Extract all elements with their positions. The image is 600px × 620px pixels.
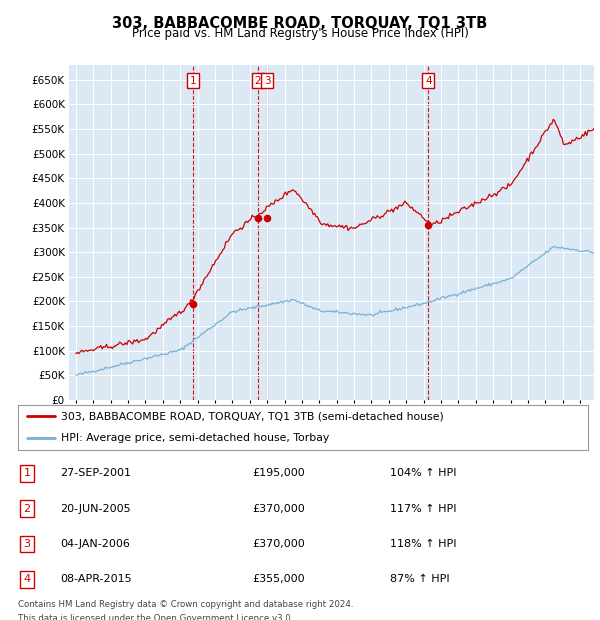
- Text: HPI: Average price, semi-detached house, Torbay: HPI: Average price, semi-detached house,…: [61, 433, 329, 443]
- Text: 2: 2: [254, 76, 261, 86]
- Text: 2: 2: [23, 503, 31, 514]
- Text: 4: 4: [23, 574, 31, 585]
- Text: 20-JUN-2005: 20-JUN-2005: [60, 503, 131, 514]
- Text: £370,000: £370,000: [252, 539, 305, 549]
- Text: 1: 1: [190, 76, 196, 86]
- Text: 08-APR-2015: 08-APR-2015: [60, 574, 131, 585]
- Text: 87% ↑ HPI: 87% ↑ HPI: [390, 574, 449, 585]
- Text: 4: 4: [425, 76, 431, 86]
- Text: £370,000: £370,000: [252, 503, 305, 514]
- Text: 104% ↑ HPI: 104% ↑ HPI: [390, 468, 457, 479]
- Text: Contains HM Land Registry data © Crown copyright and database right 2024.: Contains HM Land Registry data © Crown c…: [18, 600, 353, 609]
- Text: 3: 3: [264, 76, 271, 86]
- Text: 1: 1: [23, 468, 31, 479]
- Text: 303, BABBACOMBE ROAD, TORQUAY, TQ1 3TB: 303, BABBACOMBE ROAD, TORQUAY, TQ1 3TB: [112, 16, 488, 30]
- Text: 118% ↑ HPI: 118% ↑ HPI: [390, 539, 457, 549]
- Text: Price paid vs. HM Land Registry's House Price Index (HPI): Price paid vs. HM Land Registry's House …: [131, 27, 469, 40]
- Text: £195,000: £195,000: [252, 468, 305, 479]
- Text: 04-JAN-2006: 04-JAN-2006: [60, 539, 130, 549]
- Text: This data is licensed under the Open Government Licence v3.0.: This data is licensed under the Open Gov…: [18, 614, 293, 620]
- Text: £355,000: £355,000: [252, 574, 305, 585]
- Text: 27-SEP-2001: 27-SEP-2001: [60, 468, 131, 479]
- Text: 303, BABBACOMBE ROAD, TORQUAY, TQ1 3TB (semi-detached house): 303, BABBACOMBE ROAD, TORQUAY, TQ1 3TB (…: [61, 411, 443, 421]
- Text: 117% ↑ HPI: 117% ↑ HPI: [390, 503, 457, 514]
- Text: 3: 3: [23, 539, 31, 549]
